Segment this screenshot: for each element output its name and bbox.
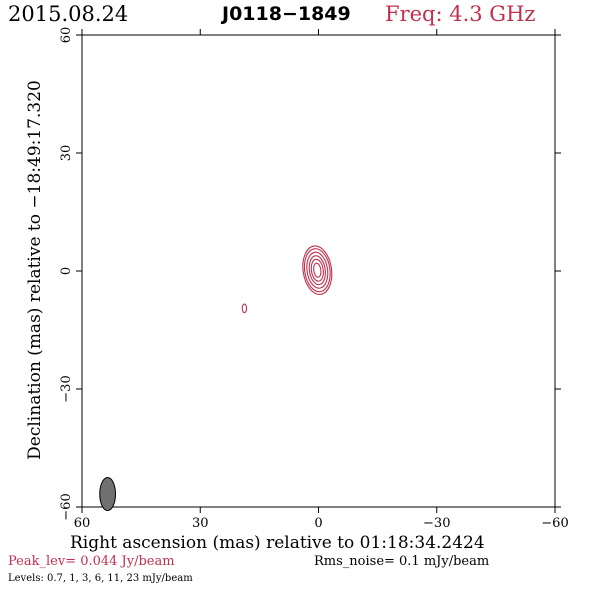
x-tick-labels: 60 30 0 −30 −60 (74, 516, 569, 531)
plot-frame (81, 34, 556, 508)
source-name: J0118−1849 (222, 3, 351, 25)
contour-group (241, 245, 333, 314)
secondary-contour (241, 303, 248, 314)
x-axis-label: Right ascension (mas) relative to 01:18:… (70, 533, 485, 553)
x-tick-label: −30 (423, 516, 450, 531)
core-contour (308, 255, 326, 286)
y-tick-label: 0 (59, 267, 74, 275)
core-contour (306, 251, 329, 289)
y-tick-label: 60 (59, 27, 74, 44)
x-tick-label: −60 (541, 516, 568, 531)
beam-ellipse (99, 477, 117, 512)
rms-noise: Rms_noise= 0.1 mJy/beam (314, 554, 490, 569)
y-tick-labels: −60 −30 0 30 60 (59, 27, 74, 521)
y-tick-label: 30 (59, 145, 74, 162)
x-tick-label: 0 (314, 516, 322, 531)
core-contour (302, 245, 333, 295)
core-contour (313, 262, 322, 278)
core-contour (303, 248, 331, 293)
core-contour (310, 258, 324, 282)
contour-levels: Levels: 0.7, 1, 3, 6, 11, 23 mJy/beam (8, 573, 193, 584)
y-axis-label: Declination (mas) relative to −18:49:17.… (25, 80, 45, 460)
axis-ticks (76, 29, 561, 513)
observation-date: 2015.08.24 (8, 2, 129, 26)
y-tick-label: −60 (59, 493, 74, 520)
frequency-label: Freq: 4.3 GHz (385, 2, 536, 26)
x-tick-label: 60 (74, 516, 91, 531)
x-tick-label: 30 (192, 516, 209, 531)
peak-level: Peak_lev= 0.044 Jy/beam (8, 554, 175, 569)
beam-ellipse-group (99, 477, 117, 512)
y-tick-label: −30 (59, 375, 74, 402)
